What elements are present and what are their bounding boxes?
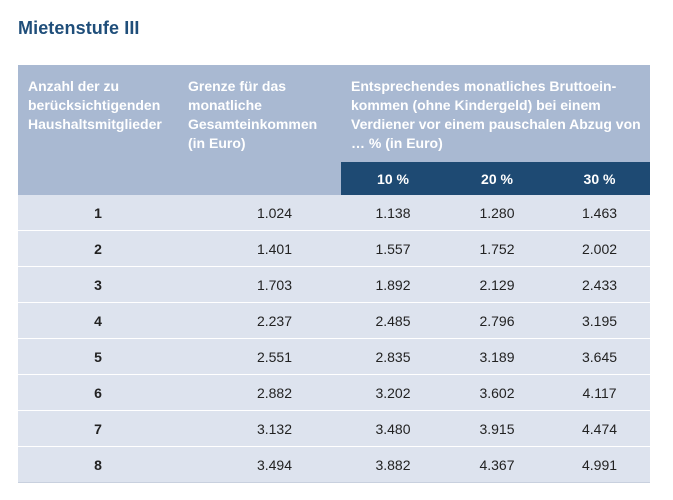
cell-pct-10: 1.138 <box>341 195 445 231</box>
cell-pct-20: 3.915 <box>445 410 549 447</box>
cell-members: 1 <box>18 195 178 231</box>
header-household-members: Anzahl der zu berücksichtigenden Haushal… <box>18 65 178 195</box>
header-pct-30: 30 % <box>549 162 651 195</box>
cell-limit: 2.551 <box>178 338 341 375</box>
cell-pct-20: 4.367 <box>445 446 549 483</box>
cell-pct-20: 1.280 <box>445 195 549 231</box>
cell-pct-10: 3.480 <box>341 410 445 447</box>
cell-pct-10: 2.485 <box>341 302 445 339</box>
cell-members: 6 <box>18 374 178 411</box>
cell-pct-10: 2.835 <box>341 338 445 375</box>
cell-pct-10: 1.557 <box>341 230 445 267</box>
table-row: 7 3.132 3.480 3.915 4.474 <box>18 410 651 447</box>
table-row: 6 2.882 3.202 3.602 4.117 <box>18 374 651 411</box>
cell-limit: 1.401 <box>178 230 341 267</box>
cell-limit: 2.882 <box>178 374 341 411</box>
cell-members: 3 <box>18 266 178 303</box>
table-row: 8 3.494 3.882 4.367 4.991 <box>18 446 651 483</box>
table-title: Mietenstufe III <box>18 18 140 38</box>
cell-pct-30: 2.002 <box>549 230 651 267</box>
cell-members: 7 <box>18 410 178 447</box>
cell-pct-30: 4.474 <box>549 410 651 447</box>
cell-pct-30: 2.433 <box>549 266 651 303</box>
header-pct-20: 20 % <box>445 162 549 195</box>
header-gross-income: Entsprechendes monatliches Bruttoein-kom… <box>341 65 651 162</box>
table-row: 1 1.024 1.138 1.280 1.463 <box>18 195 651 231</box>
header-pct-10: 10 % <box>341 162 445 195</box>
cell-limit: 3.494 <box>178 446 341 483</box>
cell-pct-30: 4.991 <box>549 446 651 483</box>
cell-members: 2 <box>18 230 178 267</box>
cell-members: 5 <box>18 338 178 375</box>
cell-pct-20: 2.129 <box>445 266 549 303</box>
cell-members: 8 <box>18 446 178 483</box>
cell-pct-10: 3.882 <box>341 446 445 483</box>
table-row: 5 2.551 2.835 3.189 3.645 <box>18 338 651 375</box>
cell-limit: 3.132 <box>178 410 341 447</box>
cell-pct-30: 4.117 <box>549 374 651 411</box>
cell-pct-20: 2.796 <box>445 302 549 339</box>
cell-pct-20: 1.752 <box>445 230 549 267</box>
cell-pct-10: 3.202 <box>341 374 445 411</box>
cell-pct-30: 1.463 <box>549 195 651 231</box>
income-limits-table: Anzahl der zu berücksichtigenden Haushal… <box>18 65 651 483</box>
cell-pct-30: 3.645 <box>549 338 651 375</box>
cell-pct-20: 3.602 <box>445 374 549 411</box>
table-row: 2 1.401 1.557 1.752 2.002 <box>18 230 651 267</box>
table-row: 4 2.237 2.485 2.796 3.195 <box>18 302 651 339</box>
header-income-limit: Grenze für das monatliche Gesamteinkomme… <box>178 65 341 195</box>
cell-pct-20: 3.189 <box>445 338 549 375</box>
cell-limit: 1.703 <box>178 266 341 303</box>
cell-limit: 2.237 <box>178 302 341 339</box>
cell-limit: 1.024 <box>178 195 341 231</box>
cell-pct-30: 3.195 <box>549 302 651 339</box>
cell-members: 4 <box>18 302 178 339</box>
cell-pct-10: 1.892 <box>341 266 445 303</box>
table-row: 3 1.703 1.892 2.129 2.433 <box>18 266 651 303</box>
